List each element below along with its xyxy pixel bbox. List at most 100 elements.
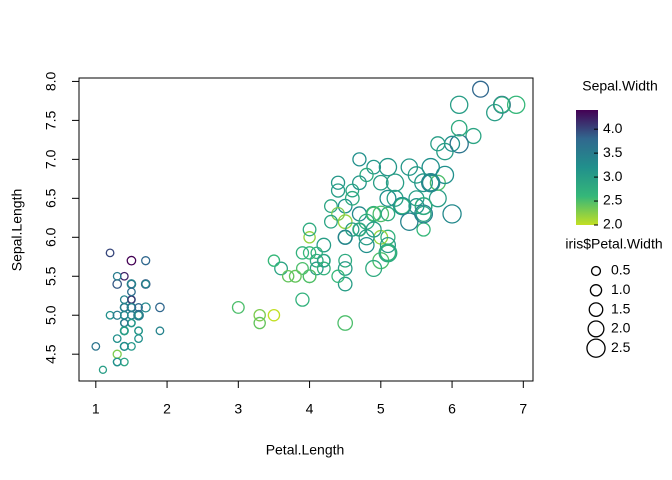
point	[365, 259, 383, 278]
point	[378, 157, 398, 177]
point	[331, 206, 346, 221]
point	[345, 222, 360, 237]
point	[378, 243, 398, 263]
y-tick-label: 6.0	[43, 227, 59, 247]
point	[337, 198, 353, 214]
point	[119, 341, 129, 351]
x-tick-label: 3	[234, 401, 242, 417]
color-tick-label: 2.5	[603, 192, 623, 208]
y-tick-label: 4.5	[43, 344, 59, 364]
size-legend-symbol	[586, 338, 606, 358]
point	[316, 253, 331, 268]
point	[421, 157, 440, 177]
point	[337, 229, 353, 245]
point	[141, 256, 151, 266]
point	[442, 204, 462, 224]
point	[302, 269, 317, 284]
point	[134, 334, 143, 344]
point	[295, 246, 310, 260]
point	[345, 183, 360, 198]
size-legend-label: 2.0	[611, 320, 631, 336]
color-tick-label: 2.0	[603, 216, 623, 232]
size-legend-symbol	[589, 284, 603, 297]
point	[120, 318, 129, 328]
point	[338, 253, 353, 268]
point	[112, 271, 122, 281]
point	[295, 292, 310, 307]
point	[506, 95, 526, 115]
point	[414, 173, 434, 193]
point	[330, 175, 346, 190]
point	[134, 326, 143, 336]
point	[421, 173, 440, 192]
point	[253, 316, 266, 330]
point	[420, 173, 441, 193]
point	[400, 212, 419, 231]
point	[416, 222, 431, 237]
y-tick-label: 7.5	[43, 110, 59, 130]
point	[119, 310, 129, 320]
point	[352, 175, 367, 191]
point	[155, 302, 165, 313]
point	[309, 261, 324, 276]
point	[449, 95, 469, 115]
x-tick-label: 5	[377, 401, 385, 417]
point	[379, 236, 397, 254]
size-legend-label: 2.5	[611, 339, 631, 355]
y-tick-label: 5.5	[43, 266, 59, 286]
plot-frame	[78, 77, 534, 382]
point	[472, 80, 490, 98]
point	[344, 190, 360, 206]
x-tick-label: 4	[306, 401, 314, 417]
point	[386, 189, 404, 207]
point	[316, 261, 331, 276]
point	[119, 295, 129, 305]
size-legend-symbol	[587, 320, 605, 338]
point	[372, 174, 389, 191]
point	[450, 119, 468, 137]
y-tick-label: 8.0	[43, 71, 59, 91]
point	[119, 271, 129, 281]
size-legend-label: 1.5	[611, 300, 631, 316]
point	[316, 237, 332, 253]
point	[105, 248, 115, 258]
point	[126, 279, 137, 289]
x-tick-label: 1	[92, 401, 100, 417]
color-tick-label: 4.0	[603, 120, 623, 136]
x-axis-title: Petal.Length	[266, 442, 345, 458]
x-tick-label: 6	[448, 401, 456, 417]
point	[493, 96, 511, 114]
y-tick-label: 6.5	[43, 188, 59, 208]
y-tick-label: 5.0	[43, 305, 59, 325]
point	[140, 302, 151, 313]
point	[379, 244, 397, 262]
point	[323, 214, 338, 229]
point	[372, 205, 390, 223]
point	[127, 318, 136, 328]
size-legend-symbol	[590, 265, 602, 277]
color-tick-label: 3.5	[603, 144, 623, 160]
point	[379, 189, 397, 207]
point	[337, 315, 354, 331]
point	[288, 269, 302, 283]
y-axis-title: Sepal.Length	[9, 189, 25, 272]
point	[253, 308, 266, 322]
point	[112, 279, 123, 289]
point	[449, 134, 469, 154]
point	[337, 276, 353, 292]
point	[385, 173, 405, 192]
point	[323, 199, 338, 214]
color-bar	[576, 110, 598, 225]
point	[358, 229, 375, 246]
point	[91, 341, 101, 351]
point	[331, 269, 345, 283]
point	[366, 159, 382, 175]
point	[302, 222, 317, 237]
point	[337, 214, 353, 230]
color-tick-label: 3.0	[603, 168, 623, 184]
point	[358, 236, 375, 254]
point	[352, 152, 367, 167]
point	[359, 167, 374, 183]
point	[112, 357, 122, 367]
